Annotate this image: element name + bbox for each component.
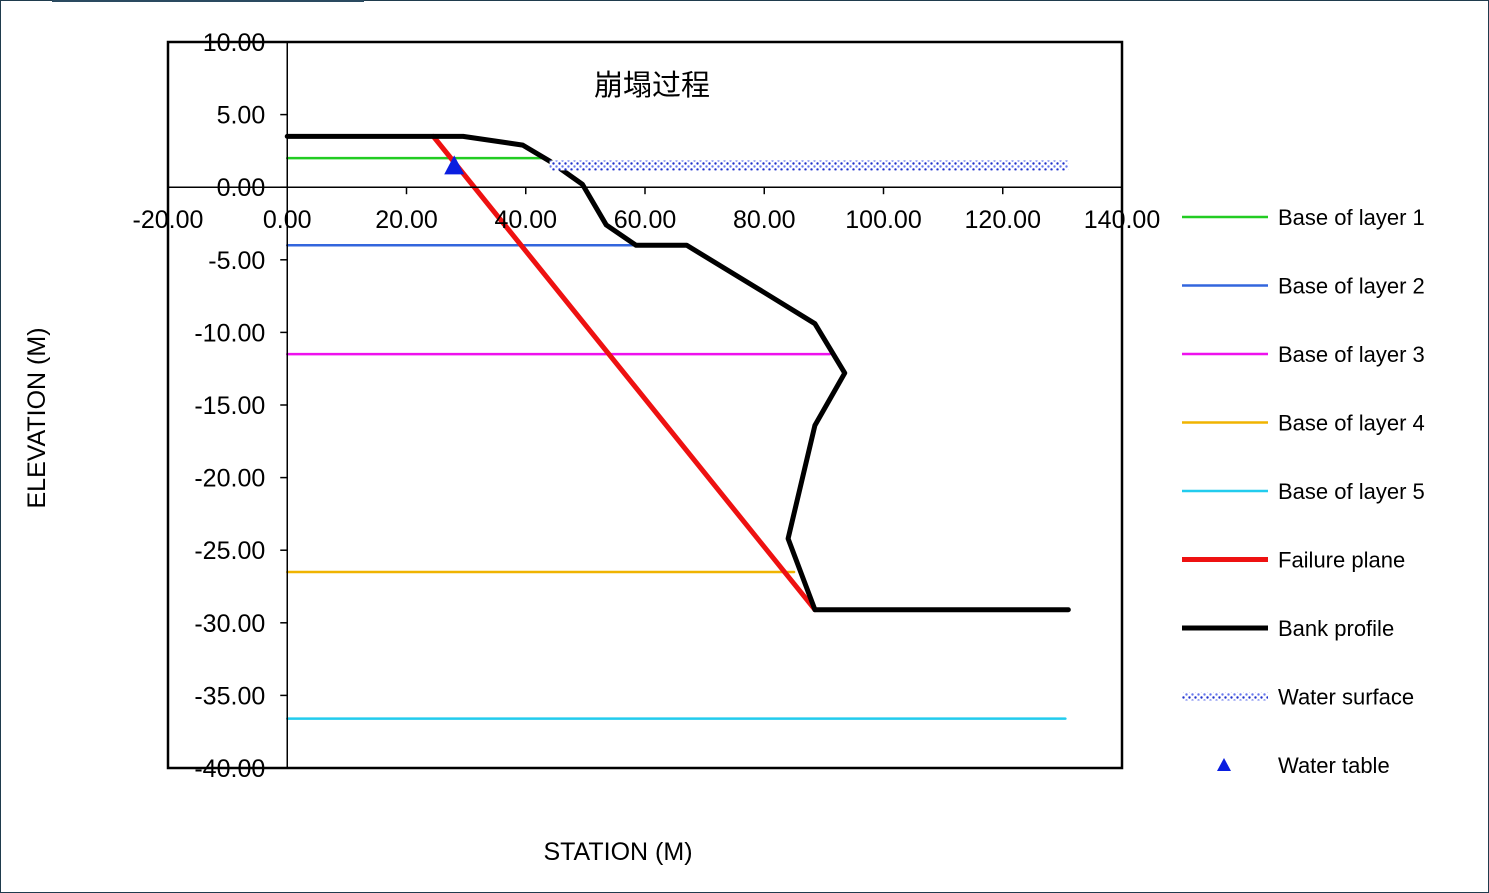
legend-water-table-label: Water table [1278,753,1390,778]
series-failure-plane [430,133,818,613]
x-tick-label: 100.00 [845,206,921,234]
y-axis-title: ELEVATION (M) [23,327,51,508]
legend-water-surface-swatch [1182,692,1268,701]
y-tick-label: -20.00 [194,465,265,493]
legend-base-of-layer-1-label: Base of layer 1 [1278,205,1425,230]
series-bank-profile [284,133,1071,613]
legend-base-of-layer-2-label: Base of layer 2 [1278,274,1425,299]
series-water-table-marker [444,155,465,175]
plot-area [166,40,1124,770]
legend-base-of-layer-4-label: Base of layer 4 [1278,411,1425,436]
x-axis-title: STATION (M) [543,838,692,866]
x-tick-label: 140.00 [1084,206,1160,234]
series-water-surface [549,160,1069,171]
y-tick-label: -5.00 [208,247,265,275]
legend-bank-profile-label: Bank profile [1278,616,1394,641]
y-tick-label: -10.00 [194,319,265,347]
legend-water-surface-label: Water surface [1278,685,1414,710]
y-tick-label: -40.00 [194,755,265,783]
y-tick-label: -15.00 [194,392,265,420]
top-accent-bar [52,0,364,2]
y-tick-label: -30.00 [194,610,265,638]
x-tick-label: 40.00 [494,206,557,234]
axes-layer [167,41,1123,769]
y-tick-label: 5.00 [217,102,266,130]
tick-labels: -20.00 0.00 20.00 40.00 60.00 80.00 100.00 120.… [133,29,1161,783]
y-tick-label: 0.00 [217,174,266,202]
x-tick-label: 80.00 [733,206,796,234]
y-tick-label: -25.00 [194,537,265,565]
x-tick-label: 60.00 [614,206,677,234]
legend-failure-plane-label: Failure plane [1278,548,1405,573]
series-layer [284,133,1071,720]
y-tick-label: 10.00 [203,29,266,57]
legend-water-table-swatch [1217,758,1231,771]
legend-base-of-layer-3-label: Base of layer 3 [1278,342,1425,367]
chart-title: 崩塌过程 [594,68,710,102]
x-tick-label: 20.00 [375,206,438,234]
legend: Base of layer 1 Base of layer 2 Base of la… [1182,205,1425,778]
x-tick-label: -20.00 [133,206,204,234]
x-tick-label: 0.00 [263,206,312,234]
y-tick-label: -35.00 [194,682,265,710]
x-tick-label: 120.00 [965,206,1041,234]
legend-base-of-layer-5-label: Base of layer 5 [1278,479,1425,504]
